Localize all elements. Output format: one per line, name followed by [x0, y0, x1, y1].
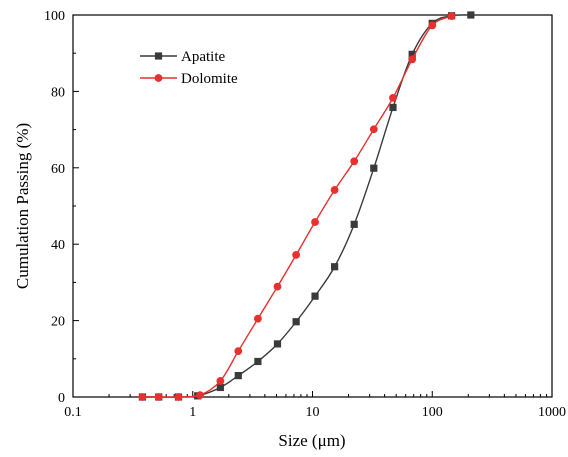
legend: Apatite Dolomite — [140, 49, 238, 87]
x-tick-label: 100 — [422, 405, 443, 420]
y-tick-label: 0 — [58, 391, 65, 406]
x-tick-label: 1000 — [538, 405, 566, 420]
y-axis-title: Cumulation Passing (%) — [13, 123, 32, 289]
x-axis-title: Size (μm) — [278, 431, 345, 450]
data-point-apatite — [408, 50, 416, 58]
y-tick-label: 60 — [51, 162, 65, 177]
data-point-dolomite — [254, 314, 262, 323]
legend-label-dolomite: Dolomite — [181, 71, 238, 87]
data-point-dolomite — [428, 21, 437, 30]
data-point-apatite — [370, 164, 378, 172]
x-tick-label: 1 — [189, 405, 196, 420]
data-point-dolomite — [174, 393, 183, 401]
series-apatite — [138, 11, 475, 401]
data-point-dolomite — [350, 157, 359, 166]
y-tick-label: 80 — [51, 85, 65, 100]
y-tick-label: 20 — [51, 315, 65, 330]
data-point-dolomite — [234, 347, 243, 356]
legend-label-apatite: Apatite — [181, 49, 225, 65]
data-point-dolomite — [273, 282, 282, 291]
data-point-dolomite — [196, 391, 204, 399]
data-point-dolomite — [330, 186, 339, 194]
data-curves — [138, 11, 475, 401]
legend-marker-apatite — [154, 52, 163, 60]
data-point-dolomite — [369, 125, 378, 134]
legend-marker-dolomite — [154, 74, 163, 82]
data-point-dolomite — [292, 250, 301, 259]
x-tick-label: 0.1 — [64, 405, 82, 420]
y-tick-label: 100 — [44, 9, 65, 24]
data-point-apatite — [216, 383, 224, 392]
data-point-apatite — [292, 318, 300, 326]
data-point-dolomite — [311, 218, 319, 226]
data-point-dolomite — [154, 393, 163, 401]
data-point-apatite — [273, 340, 282, 348]
x-tick-label: 10 — [306, 405, 320, 420]
plot-frame — [72, 14, 553, 398]
data-point-dolomite — [216, 377, 225, 385]
data-point-dolomite — [138, 393, 147, 401]
data-point-dolomite — [408, 55, 417, 64]
data-point-dolomite — [389, 93, 397, 102]
data-point-apatite — [254, 357, 262, 366]
data-point-apatite — [467, 11, 475, 19]
data-point-apatite — [350, 220, 358, 228]
data-point-apatite — [389, 103, 397, 112]
y-tick-label: 40 — [51, 238, 65, 253]
data-point-apatite — [311, 292, 319, 300]
series-dolomite — [138, 12, 456, 401]
data-point-apatite — [234, 372, 242, 380]
data-point-apatite — [331, 263, 339, 271]
data-point-dolomite — [447, 12, 456, 21]
axis-ticks: 0.1 1 10 100 1000 0 20 40 60 80 100 — [44, 9, 566, 420]
